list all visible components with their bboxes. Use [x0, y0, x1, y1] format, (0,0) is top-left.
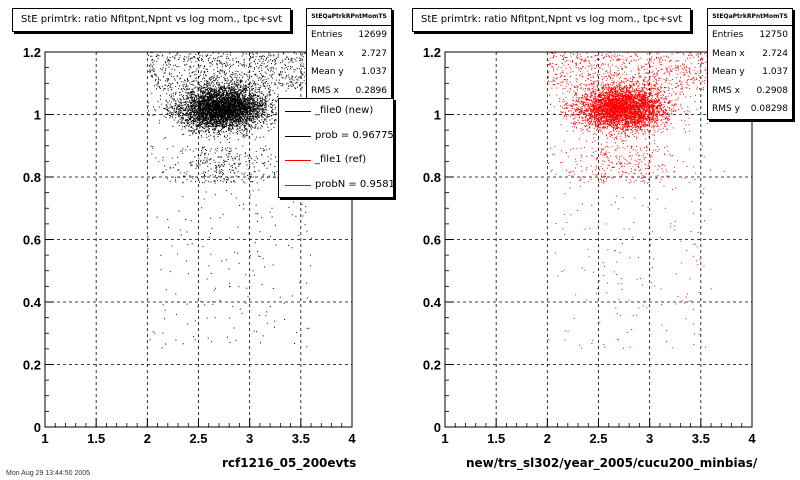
right-stats-row: RMS x 0.2908 — [712, 85, 788, 96]
x-tick-label: 1.5 — [87, 431, 105, 446]
x-tick-label: 1.5 — [487, 431, 505, 446]
x-tick-label: 2.5 — [589, 431, 607, 446]
legend-item: probN = 0.958164 — [279, 173, 393, 198]
x-tick-label: 3 — [246, 431, 253, 446]
x-tick-label: 1 — [441, 431, 448, 446]
right-x-axis-title: new/trs_sl302/year_2005/cucu200_minbias/ — [466, 456, 758, 470]
left-stats-row: Entries 12699 — [311, 30, 387, 40]
x-tick-label: 3.5 — [692, 431, 710, 446]
right-stats-name: StEQaPtrkRPntMomTS — [708, 9, 792, 26]
left-stats-row: Mean y 1.037 — [311, 67, 387, 77]
legend-box: _file0 (new) prob = 0.967754 _file1 (ref… — [278, 98, 394, 198]
right-stats-row: Entries 12750 — [712, 30, 788, 40]
legend-line-icon — [285, 111, 311, 112]
scatter-points — [147, 51, 312, 349]
legend-item: prob = 0.967754 — [279, 124, 393, 149]
x-tick-label: 3.5 — [292, 431, 310, 446]
x-tick-label: 3 — [646, 431, 653, 446]
y-tick-label: 0.2 — [423, 358, 441, 373]
y-tick-label: 0 — [34, 420, 41, 435]
right-stats-row: Mean y 1.037 — [712, 67, 788, 77]
legend-item: _file0 (new) — [279, 99, 393, 124]
legend-item: _file1 (ref) — [279, 148, 393, 173]
right-stats-row: Mean x 2.724 — [712, 48, 788, 59]
y-tick-label: 0.8 — [423, 170, 441, 185]
y-tick-label: 1 — [34, 108, 41, 123]
x-tick-label: 1 — [41, 431, 48, 446]
y-tick-label: 1.2 — [423, 45, 441, 60]
left-stats-row: RMS x 0.2896 — [311, 85, 387, 96]
left-stats-box: StEQaPtrkRPntMomTS Entries 12699 Mean x 2.… — [306, 8, 392, 100]
x-tick-label: 4 — [748, 431, 756, 446]
left-stats-row: Mean x 2.727 — [311, 48, 387, 59]
plot-panel: 1 1.5 2 2.5 3 3.5 4 0 0.2 0.4 0.6 0.8 1 1.2 — [423, 45, 756, 446]
right-stats-row: RMS y 0.08298 — [712, 104, 788, 114]
left-plot-title: StE primtrk: ratio Nfitpnt,Npnt vs log m… — [12, 8, 292, 32]
y-tick-label: 0 — [434, 420, 441, 435]
legend-line-icon — [285, 135, 311, 137]
left-stats-name: StEQaPtrkRPntMomTS — [307, 9, 391, 26]
y-tick-label: 0.4 — [423, 295, 442, 310]
plot-panel: 1 1.5 2 2.5 3 3.5 4 0 0.2 0.4 0.6 0.8 1 1.2 — [23, 45, 356, 446]
legend-line-icon — [285, 160, 311, 161]
y-tick-label: 0.6 — [23, 233, 41, 248]
y-tick-label: 1 — [434, 108, 441, 123]
x-tick-label: 2 — [144, 431, 151, 446]
right-stats-box: StEQaPtrkRPntMomTS Entries 12750 Mean x 2.… — [707, 8, 793, 120]
scatter-points — [547, 51, 725, 349]
y-tick-label: 0.4 — [23, 295, 42, 310]
legend-line-icon — [285, 184, 311, 186]
y-tick-label: 0.6 — [423, 233, 441, 248]
footer-timestamp: Mon Aug 29 13:44:50 2005 — [6, 470, 91, 477]
y-tick-label: 0.8 — [23, 170, 41, 185]
left-x-axis-title: rcf1216_05_200evts — [222, 456, 357, 470]
x-tick-label: 4 — [348, 431, 356, 446]
x-tick-label: 2 — [544, 431, 551, 446]
right-plot-title: StE primtrk: ratio Nfitpnt,Npnt vs log m… — [412, 8, 692, 32]
y-tick-label: 1.2 — [23, 45, 41, 60]
x-tick-label: 2.5 — [189, 431, 207, 446]
y-tick-label: 0.2 — [23, 358, 41, 373]
